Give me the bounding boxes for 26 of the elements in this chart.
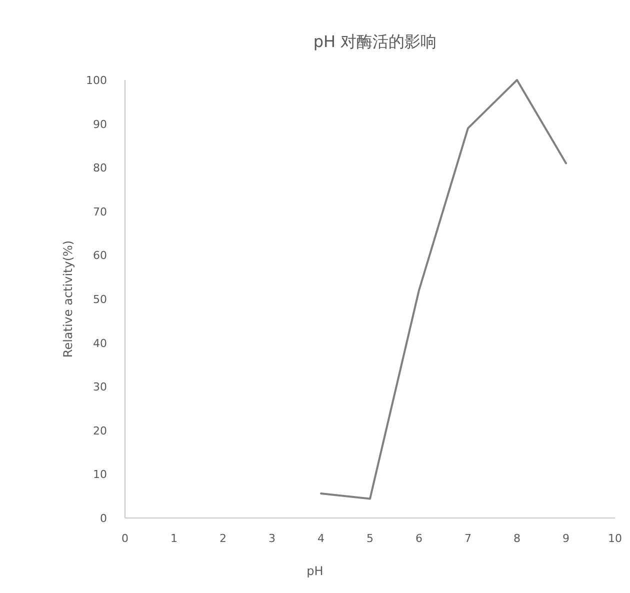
x-tick-label: 2	[220, 532, 226, 545]
y-tick-label: 50	[93, 293, 107, 306]
x-tick-label: 7	[464, 532, 472, 545]
y-axis-title: Relative activity(%)	[61, 240, 75, 358]
y-tick-label: 90	[93, 118, 107, 131]
x-axis-title: pH	[306, 564, 324, 578]
y-tick-label: 100	[86, 74, 107, 87]
x-tick-label: 8	[514, 532, 520, 545]
x-tick-label: 5	[366, 532, 374, 545]
y-tick-label: 60	[93, 249, 107, 262]
y-tick-label: 40	[93, 336, 107, 350]
x-tick-label: 9	[562, 532, 570, 545]
x-tick-label: 0	[122, 532, 128, 545]
x-tick-label: 4	[318, 532, 324, 545]
y-tick-label: 20	[93, 424, 107, 438]
y-tick-label: 80	[93, 162, 107, 175]
chart-title: pH 对酶活的影响	[313, 32, 437, 51]
x-tick-label: 6	[416, 532, 422, 545]
x-tick-label: 10	[608, 532, 622, 545]
x-tick-label: 3	[268, 532, 276, 545]
y-tick-label: 70	[93, 205, 107, 218]
line-series	[320, 79, 567, 500]
x-tick-label: 1	[170, 532, 178, 545]
y-tick-label: 0	[100, 512, 107, 525]
y-tick-label: 10	[93, 468, 107, 482]
y-tick-label: 30	[93, 380, 107, 394]
